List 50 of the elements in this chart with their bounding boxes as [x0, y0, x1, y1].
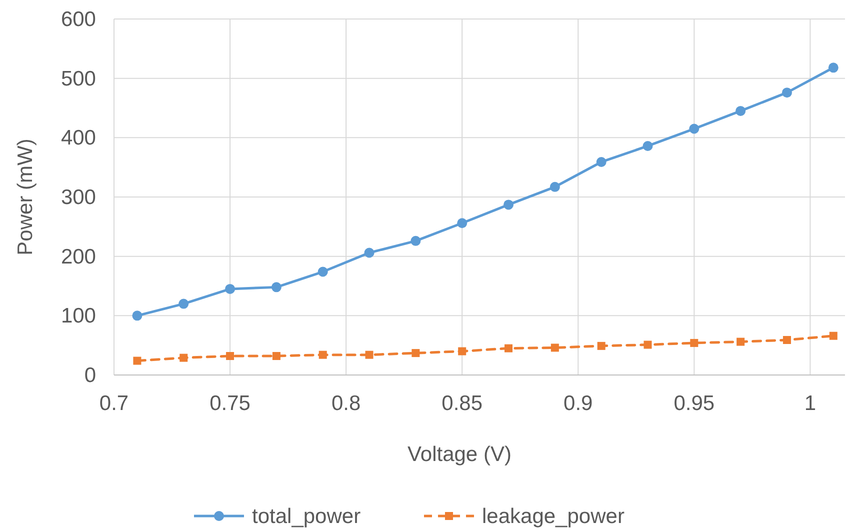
- x-tick-label: 0.8: [331, 392, 361, 415]
- point: [829, 332, 838, 340]
- point: [504, 344, 513, 352]
- point: [226, 352, 234, 360]
- point: [178, 298, 189, 309]
- y-tick-label: 200: [60, 245, 96, 268]
- point: [782, 336, 791, 344]
- x-tick-label: 0.7: [99, 392, 129, 415]
- y-tick-label: 0: [84, 364, 96, 387]
- legend-label: total_power: [252, 505, 361, 528]
- point: [596, 156, 606, 167]
- x-axis-title: Voltage (V): [408, 443, 512, 466]
- x-tick-label: 1: [804, 392, 816, 415]
- legend-label: leakage_power: [482, 505, 624, 528]
- y-axis-title: Power (mW): [14, 138, 37, 256]
- point: [736, 338, 745, 346]
- point: [458, 347, 466, 356]
- x-tick-label: 0.75: [210, 392, 250, 415]
- point: [318, 266, 328, 277]
- point: [132, 310, 142, 321]
- point: [133, 356, 142, 365]
- point: [828, 62, 838, 73]
- point: [318, 350, 327, 359]
- y-tick-label: 400: [60, 126, 96, 150]
- point: [271, 282, 282, 292]
- y-tick-label: 300: [60, 186, 96, 209]
- x-tick-label: 0.95: [674, 392, 715, 415]
- point: [690, 338, 698, 347]
- point: [504, 200, 514, 210]
- point: [736, 106, 746, 116]
- point: [550, 182, 560, 192]
- point: [457, 218, 468, 228]
- point: [225, 284, 236, 294]
- x-tick-label: 0.9: [564, 392, 593, 415]
- x-tick-label: 0.85: [442, 392, 483, 415]
- point: [412, 349, 420, 358]
- point: [782, 88, 792, 98]
- point: [597, 342, 606, 350]
- y-tick-label: 500: [60, 67, 96, 90]
- point: [364, 248, 374, 258]
- point: [410, 236, 421, 246]
- point: [644, 340, 652, 349]
- point: [689, 124, 700, 134]
- point: [365, 350, 374, 359]
- point: [642, 140, 653, 151]
- y-tick-label: 600: [60, 8, 96, 31]
- point: [180, 354, 188, 362]
- y-tick-label: 100: [60, 304, 96, 328]
- point: [550, 344, 559, 352]
- point: [272, 352, 280, 360]
